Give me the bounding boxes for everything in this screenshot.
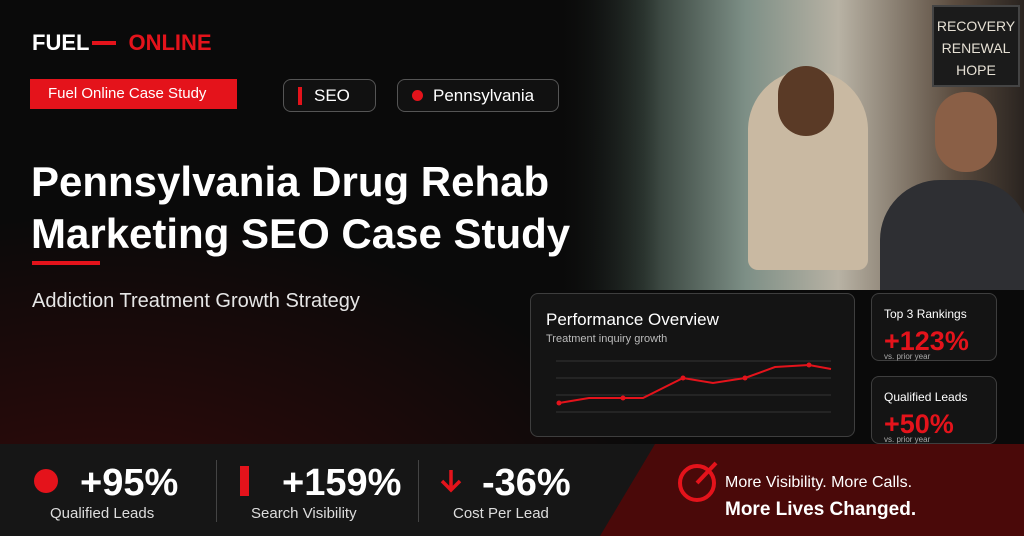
stat-label: Cost Per Lead: [453, 505, 549, 522]
sign: RECOVERY RENEWAL HOPE: [932, 5, 1020, 87]
metric-card: Top 3 Rankings +123% vs. prior year: [871, 293, 997, 361]
chart-grid: [556, 360, 831, 413]
trend-chart: [556, 360, 832, 413]
sign-line: RENEWAL: [941, 40, 1011, 56]
tag: Pennsylvania: [397, 79, 559, 112]
tag-text: SEO: [314, 85, 350, 105]
divider: [418, 460, 419, 522]
photo-fade: [540, 0, 660, 300]
stat-label: Search Visibility: [251, 505, 357, 522]
sign-line: RECOVERY: [936, 18, 1016, 34]
metric-note: vs. prior year: [884, 352, 931, 361]
card-subtitle: Treatment inquiry growth: [546, 333, 668, 345]
card-title: Performance Overview: [546, 310, 719, 329]
performance-card: Performance Overview Treatment inquiry g…: [530, 293, 855, 437]
trend-line: [558, 363, 832, 404]
tagline-line: More Visibility. More Calls.: [725, 474, 913, 491]
tag-icon: [298, 86, 302, 105]
tagline-line: More Lives Changed.: [725, 499, 917, 520]
badge: Fuel Online Case Study: [30, 79, 237, 109]
subtitle: Addiction Treatment Growth Strategy: [32, 290, 360, 312]
sign-line: HOPE: [956, 62, 996, 78]
person-right-head: [935, 92, 997, 172]
metric-value: +123%: [884, 326, 969, 356]
tag-icon: [412, 90, 423, 101]
metric-label: Top 3 Rankings: [884, 307, 967, 321]
logo-right: ONLINE: [128, 30, 212, 55]
tag: SEO: [283, 79, 376, 112]
stat-label: Qualified Leads: [50, 505, 155, 522]
stat-icon: [240, 466, 249, 496]
stat-value: +159%: [282, 462, 402, 504]
metric-value: +50%: [884, 409, 954, 439]
metric-label: Qualified Leads: [884, 390, 968, 404]
trend-points: [556, 362, 812, 406]
stat-value: -36%: [482, 462, 571, 504]
person-right: [880, 180, 1024, 290]
title-underline: [32, 261, 100, 265]
logo-left: FUEL: [32, 30, 90, 55]
divider: [216, 460, 217, 522]
title-line: Marketing SEO Case Study: [31, 210, 571, 257]
logo: FUEL ONLINE: [32, 30, 212, 56]
title-line: Pennsylvania Drug Rehab: [31, 158, 550, 205]
target-icon: [678, 461, 718, 502]
stat-value: +95%: [80, 462, 179, 504]
tag-text: Pennsylvania: [433, 85, 535, 105]
metric-card: Qualified Leads +50% vs. prior year: [871, 376, 997, 444]
logo-dash: [92, 41, 117, 45]
metric-note: vs. prior year: [884, 435, 931, 444]
person-left-head: [778, 66, 834, 136]
stat-icon: [34, 469, 58, 493]
stat-icon: [440, 470, 462, 493]
title: Pennsylvania Drug Rehab Marketing SEO Ca…: [31, 156, 570, 260]
